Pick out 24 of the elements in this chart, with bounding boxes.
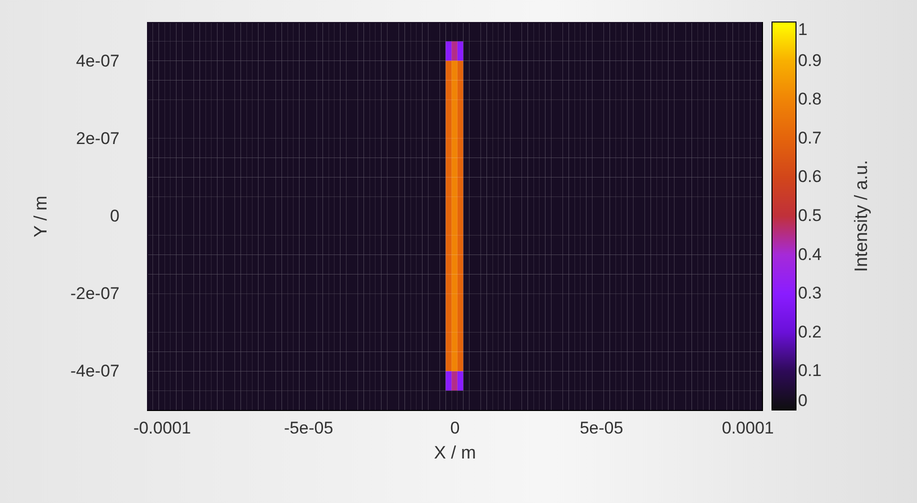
color-bar-label: 0.3 (798, 284, 822, 303)
x-tick-label: 0.0001 (722, 418, 774, 438)
color-bar-label: 0.4 (798, 244, 822, 264)
y-tick-label: 0 (110, 206, 120, 226)
color-bar-label: 0.9 (798, 50, 822, 70)
y-tick-label: 2e-07 (76, 128, 120, 148)
color-bar-label: 1 (798, 20, 808, 39)
x-tick-label: -5e-05 (284, 418, 334, 438)
y-tick-label: 4e-07 (76, 51, 120, 70)
color-bar-label: 0.8 (798, 90, 822, 109)
color-bar-label: 0.6 (798, 167, 822, 186)
color-bar-label: 0.1 (798, 361, 822, 380)
x-tick-label: 5e-05 (580, 418, 624, 438)
y-tick-label: -2e-07 (70, 284, 120, 304)
color-bar-title: Intensity / a.u. (851, 160, 871, 272)
x-tick-label: 0 (450, 418, 460, 438)
x-axis-title: X / m (434, 442, 476, 462)
x-tick-label: -0.0001 (133, 418, 191, 438)
color-bar-label: 0.7 (798, 128, 822, 148)
color-bar-label: 0.5 (798, 206, 822, 225)
y-axis-title: Y / m (30, 196, 50, 238)
color-bar-label: 0.2 (798, 322, 822, 342)
y-tick-label: -4e-07 (70, 362, 120, 381)
color-bar-label: 0 (798, 391, 808, 410)
